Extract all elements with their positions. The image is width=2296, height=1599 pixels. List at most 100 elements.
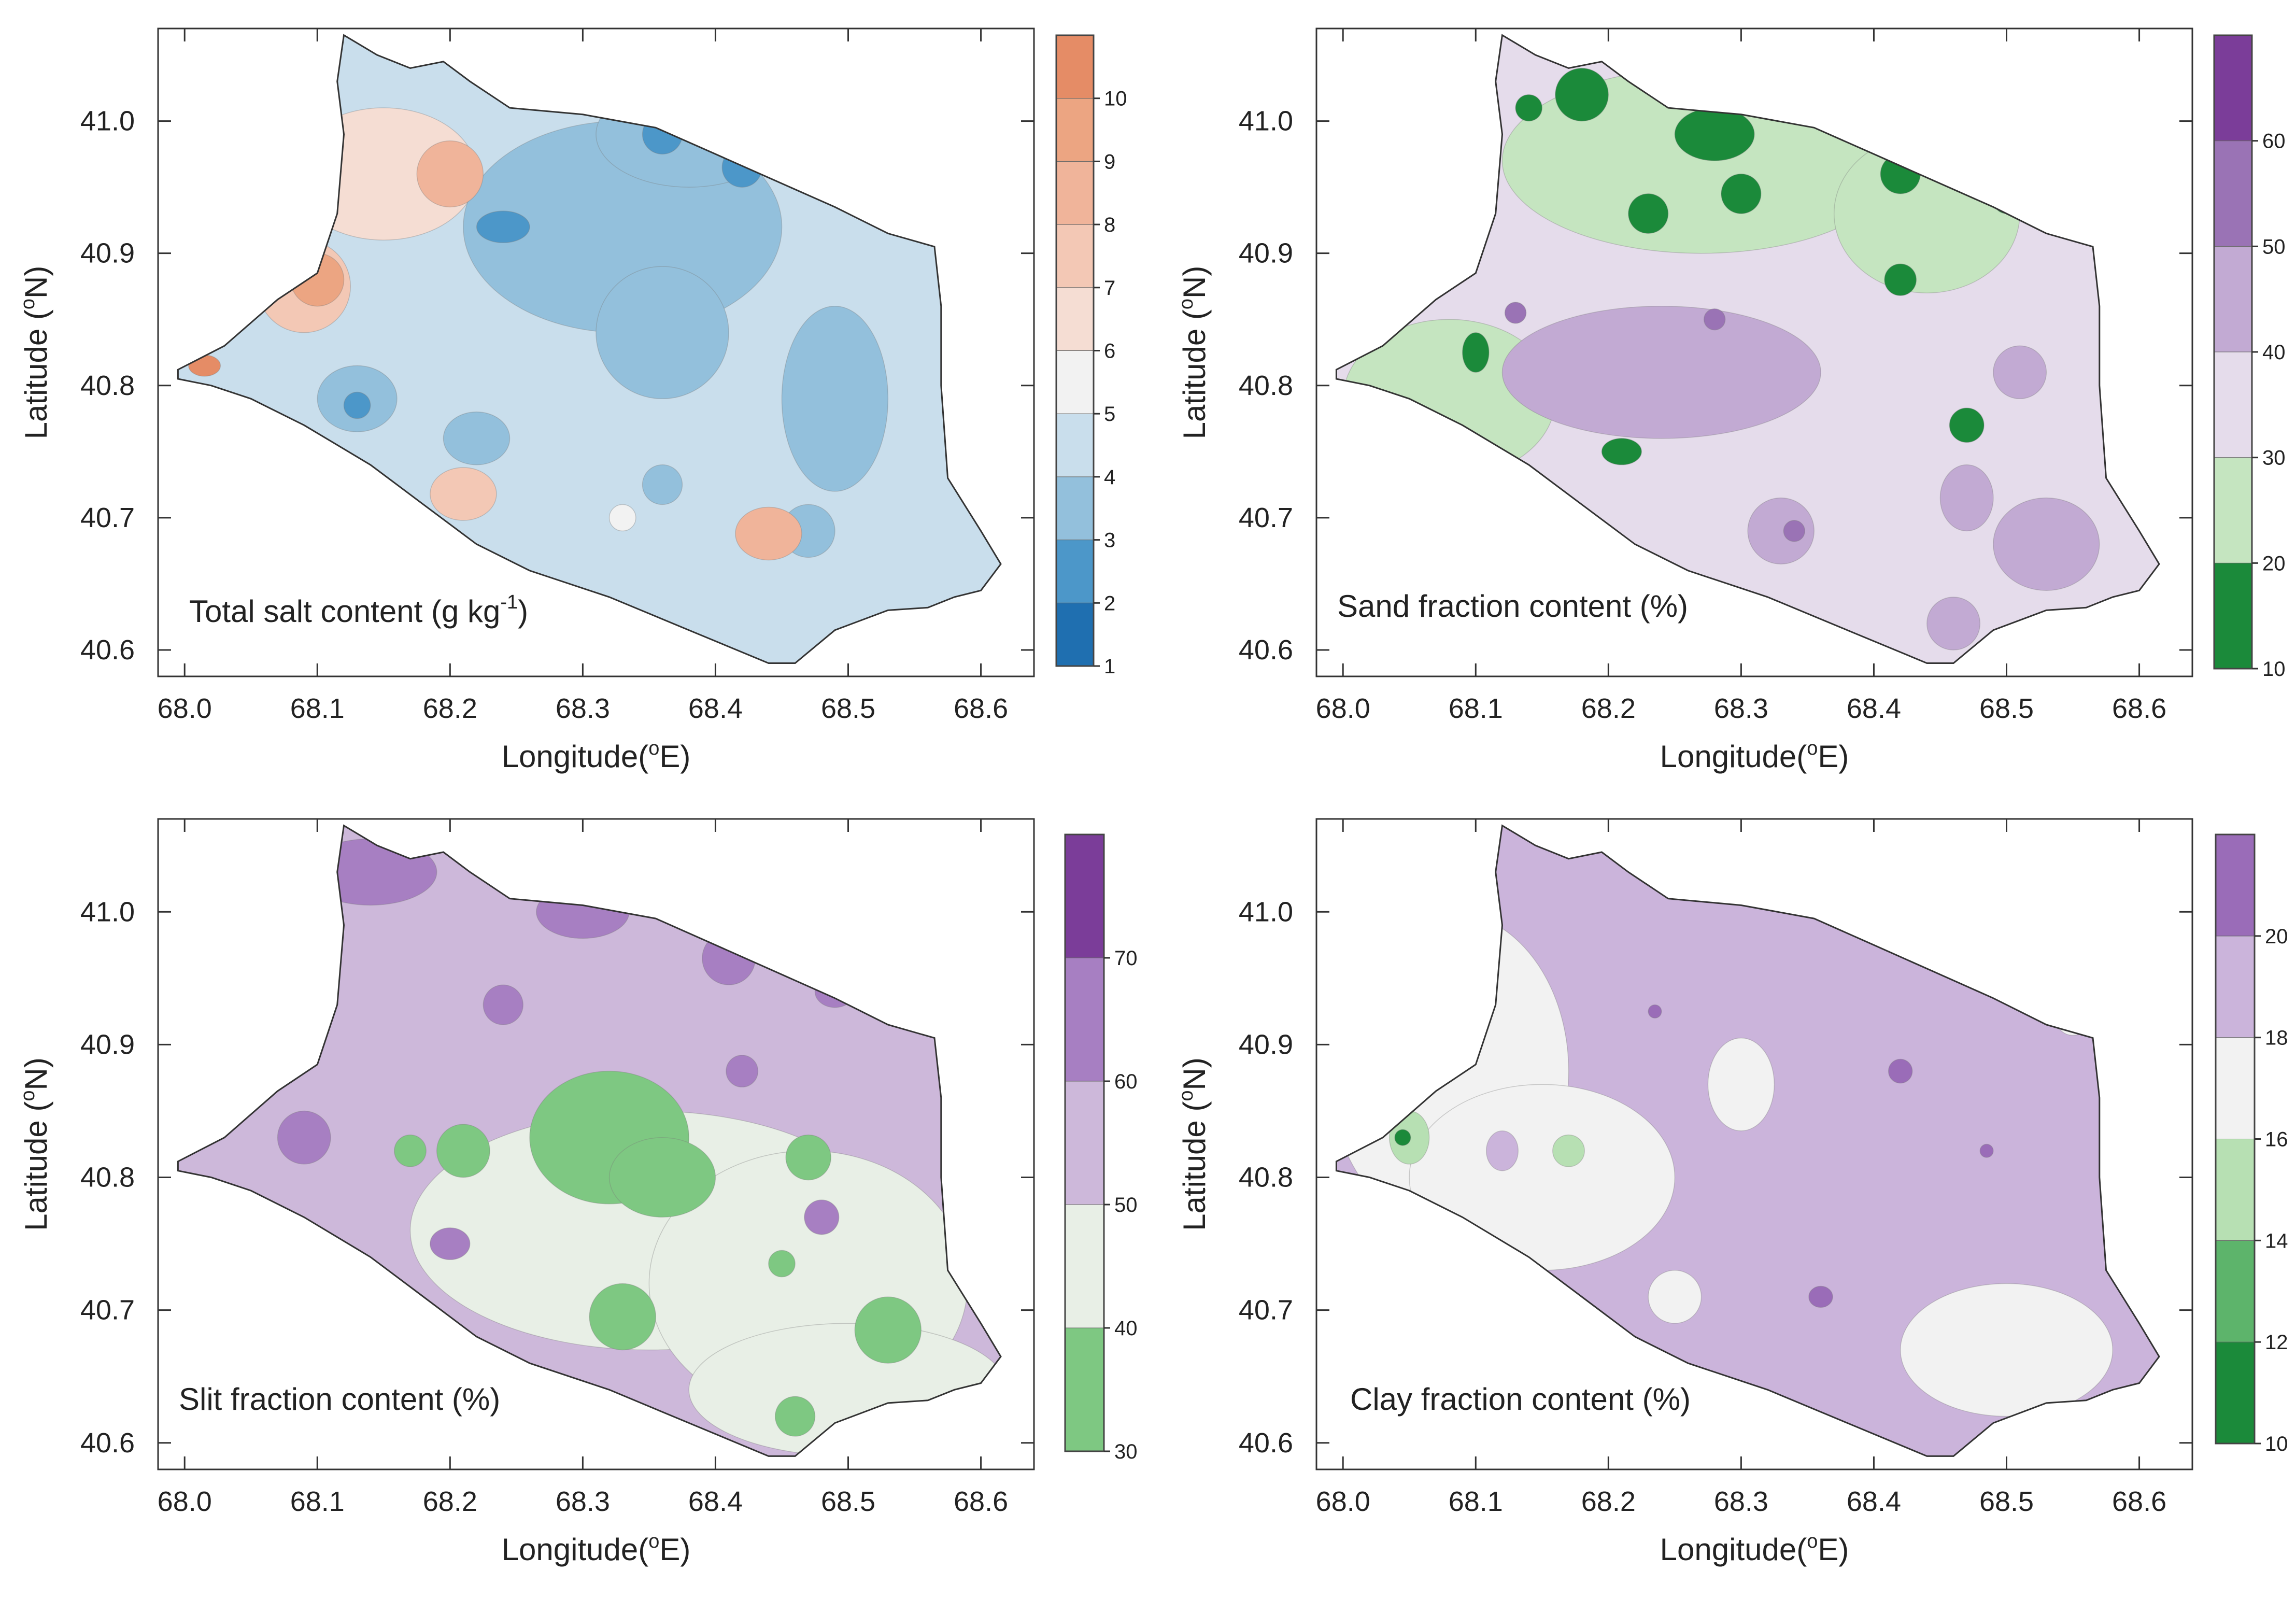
- colorbar-swatch: [2215, 936, 2255, 1038]
- contour-blob: [1552, 1134, 1585, 1167]
- contour-blob: [735, 506, 802, 561]
- colorbar-swatch: [1065, 1081, 1104, 1205]
- contour-blob: [702, 931, 756, 985]
- colorbar-swatch: [1056, 224, 1094, 288]
- contour-blob: [1926, 597, 1981, 650]
- y-tick-label: 40.7: [1239, 1295, 1293, 1326]
- contour-blob: [394, 1134, 427, 1167]
- colorbar-tick-label: 8: [1104, 214, 1115, 236]
- colorbar-tick-label: 70: [1114, 947, 1138, 970]
- colorbar-tick-label: 60: [1114, 1070, 1138, 1093]
- plot-frame: [157, 818, 1035, 1470]
- colorbar-tick-label: 12: [2265, 1331, 2288, 1354]
- x-tick-label: 68.4: [688, 693, 743, 724]
- contour-blob: [1601, 438, 1642, 465]
- contour-blob: [430, 467, 497, 521]
- colorbar-swatch: [2215, 1139, 2255, 1241]
- contour-blob: [1648, 1004, 1662, 1018]
- contour-blob: [277, 1110, 331, 1165]
- y-tick-label: 40.9: [80, 238, 135, 269]
- y-tick-label: 40.8: [80, 1162, 135, 1193]
- contour-blob: [608, 1137, 716, 1218]
- colorbar-swatch: [1056, 350, 1094, 414]
- contour-blob: [1462, 332, 1490, 373]
- contour-blob: [430, 1227, 471, 1261]
- colorbar: 30 40 50 60 70: [1064, 833, 1138, 1463]
- y-tick-label: 40.8: [1239, 370, 1293, 401]
- colorbar: 10 12 14 16 18 20: [2215, 833, 2288, 1455]
- x-tick-label: 68.3: [1714, 693, 1768, 724]
- y-tick-label: 40.9: [1239, 238, 1293, 269]
- x-tick-label: 68.1: [290, 1486, 345, 1517]
- colorbar-tick-label: 20: [2265, 925, 2288, 948]
- contour-blob: [1979, 1143, 1994, 1158]
- colorbar-tick-label: 30: [1114, 1440, 1138, 1463]
- panel-3: 68.0 68.1 68.2 68.3 68.4 68.5 68.6 40.6 40.7 40.8…: [17, 818, 1138, 1567]
- x-tick-label: 68.5: [821, 1486, 875, 1517]
- x-tick-label: 68.6: [954, 1486, 1008, 1517]
- contour-blob: [721, 147, 762, 188]
- region-boundary: [1335, 824, 2160, 1457]
- contour-blob: [1993, 497, 2100, 591]
- contour-blob: [1747, 497, 1815, 564]
- contour-blob: [1501, 305, 1821, 439]
- colorbar-swatch: [1056, 413, 1094, 477]
- contour-blob: [596, 266, 729, 400]
- colorbar-swatch: [2215, 1240, 2255, 1342]
- contour-fill: [1336, 35, 2159, 663]
- colorbar-tick-label: 4: [1104, 466, 1115, 489]
- x-tick-label: 68.4: [688, 1486, 743, 1517]
- colorbar-swatch: [1056, 476, 1094, 541]
- y-tick-label: 40.8: [80, 370, 135, 401]
- x-tick-label: 68.3: [1714, 1486, 1768, 1517]
- contour-blob: [188, 355, 221, 377]
- colorbar-swatch: [1056, 602, 1094, 667]
- contour-blob: [1515, 94, 1543, 122]
- contour-blob: [1504, 302, 1527, 324]
- x-axis-label: Longitude(oE): [1660, 738, 1849, 774]
- x-tick-label: 68.5: [1979, 1486, 2034, 1517]
- panel-4: 68.0 68.1 68.2 68.3 68.4 68.5 68.6 40.6 40.7 40.8…: [1175, 818, 2288, 1567]
- x-tick-label: 68.2: [1581, 1486, 1636, 1517]
- colorbar-tick-label: 5: [1104, 403, 1115, 426]
- contour-blob: [608, 504, 636, 532]
- plot-frame: [1315, 818, 2193, 1470]
- contour-blob: [726, 1055, 759, 1088]
- colorbar-swatch: [2215, 834, 2255, 937]
- region-boundary: [177, 34, 1002, 664]
- y-axis-label: Latitude (oN): [1175, 266, 1212, 440]
- colorbar-swatch: [1056, 540, 1094, 603]
- y-tick-label: 41.0: [1239, 106, 1293, 137]
- y-tick-label: 41.0: [80, 106, 135, 137]
- contour-blob: [1394, 1129, 1411, 1146]
- y-tick-label: 40.6: [80, 1427, 135, 1459]
- colorbar-swatch: [1056, 98, 1094, 162]
- colorbar-swatch: [2214, 246, 2252, 352]
- colorbar-tick-label: 40: [2262, 341, 2286, 364]
- colorbar-swatch: [2214, 351, 2252, 458]
- colorbar-tick-label: 10: [1104, 88, 1127, 110]
- contour-blob: [781, 305, 889, 492]
- contour-blob: [1884, 263, 1917, 296]
- colorbar-swatch: [1065, 957, 1104, 1082]
- panel-label: Slit fraction content (%): [179, 1382, 500, 1417]
- y-tick-label: 41.0: [80, 896, 135, 927]
- x-tick-label: 68.0: [1316, 693, 1370, 724]
- contour-blob: [854, 1296, 922, 1364]
- colorbar-swatch: [2215, 1341, 2255, 1444]
- contour-blob: [483, 984, 523, 1025]
- colorbar-swatch: [2215, 1037, 2255, 1139]
- y-tick-label: 40.7: [80, 1295, 135, 1326]
- contour-blob: [436, 1124, 490, 1178]
- y-axis-label: Latitude (oN): [17, 266, 53, 440]
- panel-1: 68.0 68.1 68.2 68.3 68.4 68.5 68.6 40.6 40.7 40.8…: [17, 27, 1127, 774]
- contour-blob: [1783, 520, 1806, 542]
- contour-blob: [688, 1323, 1001, 1456]
- y-tick-label: 40.9: [1239, 1029, 1293, 1060]
- panel-label: Total salt content (g kg-1): [189, 591, 528, 629]
- colorbar-tick-label: 50: [2262, 235, 2286, 258]
- colorbar-tick-label: 16: [2265, 1128, 2288, 1151]
- contour-fill: [178, 825, 1001, 1456]
- x-tick-label: 68.2: [1581, 693, 1636, 724]
